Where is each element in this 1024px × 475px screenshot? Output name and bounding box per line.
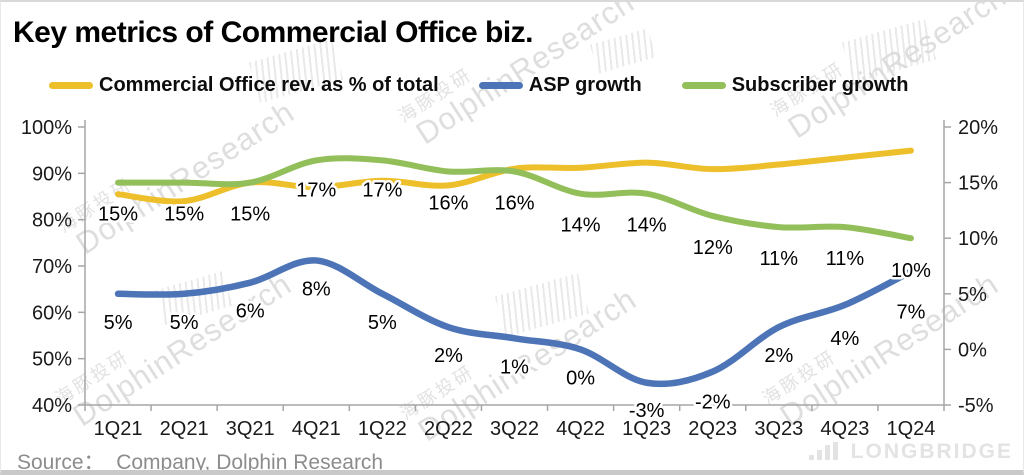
legend-item-2: Subscriber growth xyxy=(681,74,909,97)
legend-item-label: Commercial Office rev. as % of total xyxy=(99,74,439,96)
data-label: 2% xyxy=(434,345,463,367)
data-label: 12% xyxy=(693,237,733,259)
longbridge-logo-text: LONGBRIDGE xyxy=(850,440,1013,463)
data-label: 11% xyxy=(826,248,865,270)
right-axis-tick-label: 15% xyxy=(958,173,998,195)
left-axis-tick-label: 100% xyxy=(21,117,72,139)
right-axis-tick-label: 20% xyxy=(958,117,998,139)
x-axis-category-label: 2Q22 xyxy=(424,418,473,440)
x-axis-category-label: 2Q23 xyxy=(688,418,737,440)
data-label: 5% xyxy=(104,312,133,334)
right-axis-tick-label: 5% xyxy=(958,284,987,306)
longbridge-logo: LONGBRIDGE xyxy=(808,440,1013,464)
x-axis-category-label: 3Q21 xyxy=(226,418,275,440)
data-label: 10% xyxy=(891,260,931,282)
data-label: 16% xyxy=(428,192,468,214)
left-axis-tick-label: 80% xyxy=(32,210,72,232)
legend-item-label: Subscriber growth xyxy=(731,74,909,96)
series-line-1 xyxy=(114,257,915,388)
data-label: 4% xyxy=(830,328,859,350)
x-axis-category-label: 1Q21 xyxy=(94,418,143,440)
bar-chart-icon xyxy=(808,442,838,460)
left-axis-tick-label: 70% xyxy=(32,256,72,278)
legend-item-label: ASP growth xyxy=(528,74,642,96)
x-axis-category-label: 3Q22 xyxy=(490,418,539,440)
data-label: 2% xyxy=(764,345,793,367)
data-label: 14% xyxy=(627,215,667,237)
legend: Commercial Office rev. as % of total ASP … xyxy=(49,74,908,97)
data-label: 16% xyxy=(494,192,534,214)
x-axis-category-label: 4Q21 xyxy=(292,418,341,440)
x-axis-category-label: 4Q23 xyxy=(820,418,869,440)
left-axis-tick-label: 60% xyxy=(32,302,72,324)
legend-swatch-icon xyxy=(681,82,726,89)
data-label: 0% xyxy=(566,367,595,389)
data-label: 14% xyxy=(561,215,601,237)
legend-item-1: ASP growth xyxy=(478,74,642,97)
data-label: 1% xyxy=(500,356,529,378)
data-label: 5% xyxy=(368,312,397,334)
data-label: 15% xyxy=(230,204,270,226)
data-label: -2% xyxy=(695,392,731,414)
x-axis-category-label: 3Q23 xyxy=(754,418,803,440)
data-label: 15% xyxy=(164,204,204,226)
legend-item-0: Commercial Office rev. as % of total xyxy=(49,74,439,97)
right-axis-tick-label: 10% xyxy=(958,228,998,250)
legend-swatch-icon xyxy=(478,82,523,89)
data-label: 17% xyxy=(296,179,336,201)
series-line-2 xyxy=(115,155,914,242)
data-label: 6% xyxy=(236,301,265,323)
left-axis-tick-label: 40% xyxy=(32,395,72,417)
x-axis-category-label: 1Q22 xyxy=(358,418,407,440)
data-label: 7% xyxy=(897,302,926,324)
x-axis-category-label: 2Q21 xyxy=(160,418,209,440)
page-title: Key metrics of Commercial Office biz. xyxy=(13,16,534,49)
legend-swatch-icon xyxy=(49,82,93,89)
x-axis-category-label: 1Q24 xyxy=(886,418,935,440)
source-note: Source： Company, Dolphin Research xyxy=(17,451,384,474)
left-axis-tick-label: 90% xyxy=(32,163,72,185)
data-label: 11% xyxy=(760,248,799,270)
data-label: 5% xyxy=(170,312,199,334)
data-label: 15% xyxy=(98,204,138,226)
left-axis-tick-label: 50% xyxy=(32,349,72,371)
right-axis-tick-label: -5% xyxy=(958,395,994,417)
right-axis-tick-label: 0% xyxy=(958,339,987,361)
data-label: 8% xyxy=(302,278,331,300)
data-label: 17% xyxy=(362,179,402,201)
data-label: -3% xyxy=(629,400,665,422)
x-axis-category-label: 4Q22 xyxy=(556,418,605,440)
x-axis-category-label: 1Q23 xyxy=(622,418,671,440)
